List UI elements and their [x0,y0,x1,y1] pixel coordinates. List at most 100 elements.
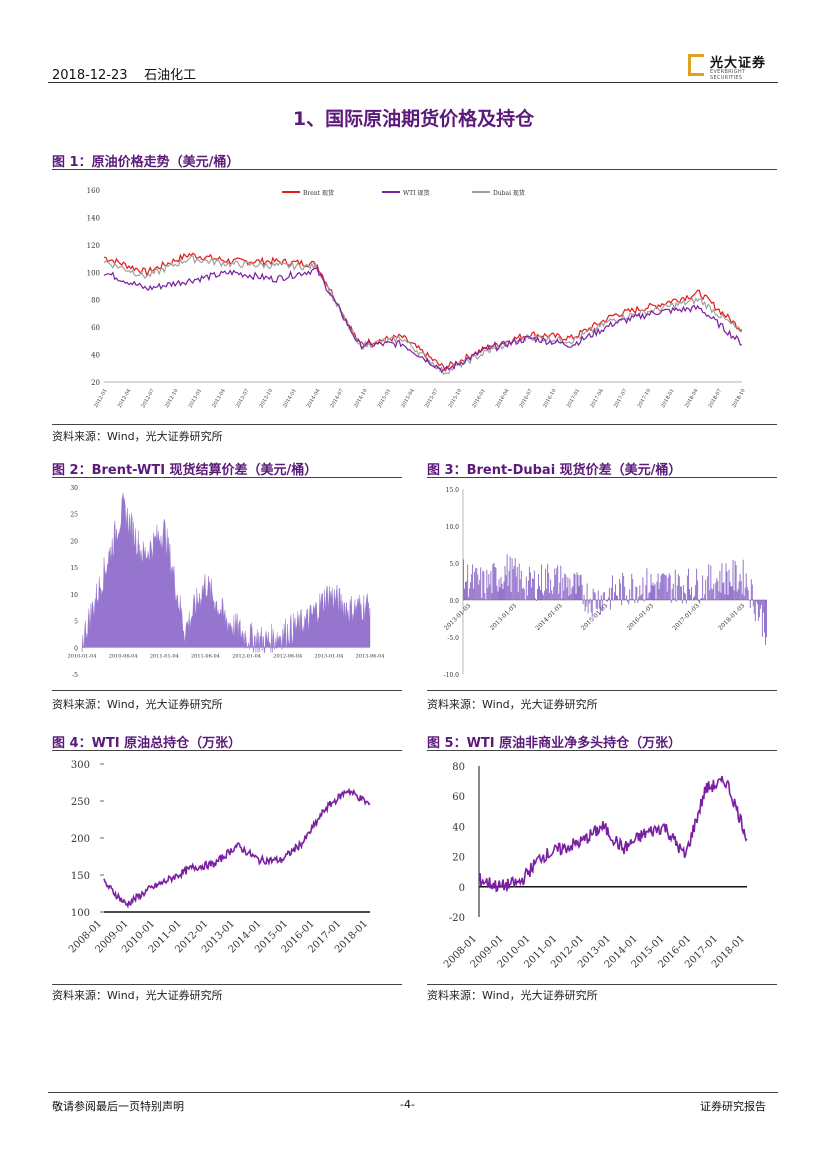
fig3-spread-bar [624,586,626,600]
fig3-spread-bar [705,579,707,600]
fig3-spread-bar [638,596,640,600]
fig3-spread-bar [508,570,510,600]
fig1-ytick-label: 80 [91,297,100,305]
fig3-spread-bar [467,564,469,600]
fig3-spread-bar [659,582,661,600]
fig3-spread-bar [463,559,465,600]
fig3-spread-bar [743,596,745,600]
fig1-xtick-label: 2014-01 [282,388,298,409]
fig3-spread-bar [499,587,501,600]
report-date: 2018-12-23 [52,68,128,83]
fig5-title: 图 5：WTI 原油非商业净多头持仓（万张） [427,736,682,751]
fig3-spread-bar [737,588,739,600]
fig3-spread-bar [572,586,574,600]
fig3-spread-bar [626,595,628,600]
fig3-spread-bar [579,575,581,600]
fig3-spread-bar [514,558,516,600]
fig3-spread-bar [628,600,630,605]
fig5-net-long-line [478,775,748,893]
fig1-ytick-label: 40 [91,352,100,360]
fig3-spread-bar [602,592,604,600]
fig3-xtick-label: 2015-01-03 [580,602,610,632]
fig3-spread-bar [614,592,616,600]
fig3-spread-bar [570,594,572,600]
fig1-ytick-label: 60 [91,324,100,332]
fig3-spread-bar [504,566,506,600]
fig3-spread-bar [696,568,698,600]
fig3-spread-bar [761,600,763,637]
fig3-spread-bar [505,575,507,600]
fig3-spread-bar [470,582,472,600]
fig3-spread-bar [542,592,544,600]
fig1-xtick-label: 2014-07 [329,388,345,409]
fig3-spread-bar [642,577,644,600]
fig3-spread-bar [753,600,755,614]
fig3-spread-bar [762,600,764,613]
fig1-xtick-label: 2012-04 [117,388,133,409]
fig3-spread-bar [567,577,569,600]
fig1-xtick-label: 2018-07 [708,388,724,409]
fig3-spread-bar [677,574,679,600]
fig3-spread-bar [536,600,538,601]
fig3-spread-bar [619,578,621,600]
fig3-spread-bar [752,600,754,606]
fig2-xtick-label: 2010-01-04 [68,653,97,659]
fig3-spread-bar [711,588,713,600]
fig3-spread-bar [527,580,529,600]
fig1-xtick-label: 2013-10 [259,388,275,409]
fig3-spread-bar [486,569,488,600]
fig3-spread-bar [702,575,704,600]
fig2-xtick-label: 2012-01-04 [232,653,261,659]
fig3-spread-bar [473,588,475,600]
fig1-bottom-rule [52,424,777,425]
fig3-ytick-label: 0.0 [449,598,459,605]
fig2-xtick-label: 2012-06-04 [273,653,302,659]
fig3-spread-bar [682,585,684,600]
fig1-ytick-label: 140 [87,214,100,222]
fig4-title: 图 4：WTI 原油总持仓（万张） [52,736,242,751]
fig3-spread-bar [646,568,648,600]
fig3-spread-bar [623,576,625,600]
fig3-spread-bar [736,591,738,600]
fig3-spread-bar [583,594,585,600]
fig3-spread-bar [589,598,591,600]
fig3-spread-bar [740,581,742,600]
fig3-spread-bar [666,591,668,600]
fig3-spread-bar [732,559,734,600]
fig3-spread-bar [676,585,678,600]
fig3-spread-bar [634,600,636,604]
fig3-spread-bar [580,574,582,600]
fig3-xtick-label: 2017-01-03 [671,602,701,632]
fig3-spread-bar [521,588,523,600]
fig1-xtick-label: 2012-01 [93,388,109,409]
fig3-spread-bar [672,583,674,600]
fig3-spread-bar [478,584,480,600]
fig2-ytick-label: 5 [74,619,78,626]
fig3-spread-bar [725,563,727,600]
fig3-spread-bar [675,600,677,602]
fig1-legend-label: Dubai 现货 [493,189,525,197]
fig3-spread-bar [547,563,549,600]
fig4-ytick-label: 250 [71,797,90,808]
fig3-spread-bar [735,565,737,600]
fig3-spread-bar [483,571,485,600]
fig1-xtick-label: 2018-04 [684,388,700,409]
fig3-spread-bar [645,585,647,600]
fig3-spread-bar [600,595,602,600]
fig3-spread-bar [690,594,692,600]
fig3-spread-bar [522,587,524,600]
fig3-spread-bar [650,574,652,600]
fig3-spread-bar [720,592,722,600]
fig2-ytick-label: 30 [70,485,78,492]
fig3-spread-bar [685,600,687,604]
fig3-spread-bar [566,587,568,600]
fig3-spread-bar [477,574,479,600]
fig1-xtick-label: 2013-07 [235,388,251,409]
fig2-ytick-label: 20 [70,538,78,545]
fig3-spread-bar [656,581,658,600]
fig3-spread-bar [647,598,649,600]
fig3-spread-bar [636,587,638,600]
fig3-spread-bar [717,580,719,600]
fig3-xtick-label: 2014-01-03 [534,602,564,632]
fig3-spread-bar [674,569,676,600]
